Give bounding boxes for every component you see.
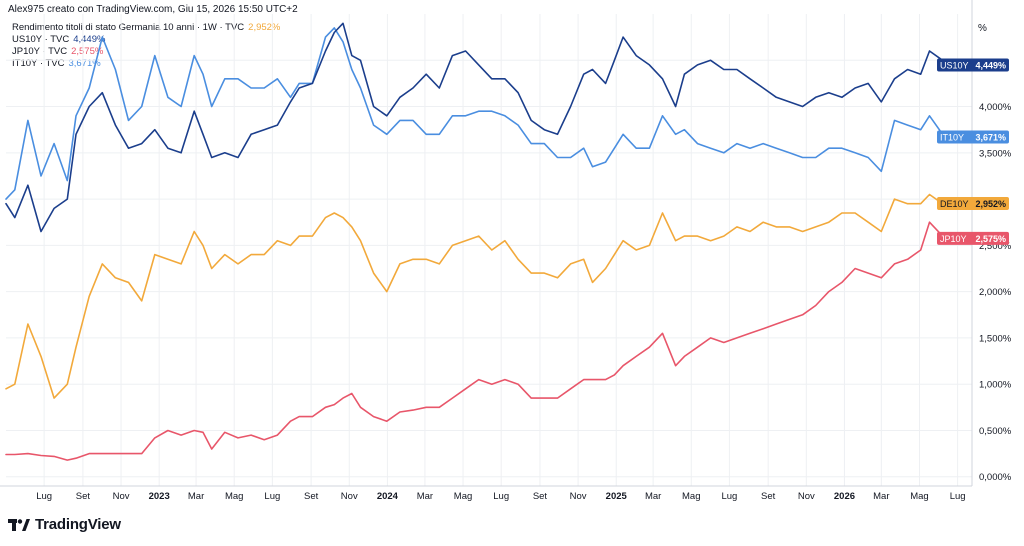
badge-it10y: IT10Y 3,671% <box>937 130 1009 144</box>
x-tick-label: 2024 <box>377 491 399 502</box>
badge-bg-jp10y <box>937 231 1009 245</box>
x-tick-label: Set <box>761 491 776 502</box>
x-tick-label: Nov <box>341 491 358 502</box>
x-tick-label: Mag <box>682 491 700 502</box>
x-tick-label: Lug <box>493 491 509 502</box>
legend-item-it10y[interactable]: IT10Y · TVC 3,671% <box>12 58 280 70</box>
y-tick-label: 0,000% <box>979 472 1012 483</box>
x-tick-label: Mar <box>645 491 661 502</box>
x-tick-label: Lug <box>721 491 737 502</box>
series-line-de10y[interactable] <box>5 193 948 399</box>
chart-credit: Alex975 creato con TradingView.com, Giu … <box>8 4 298 15</box>
badge-value-jp10y: 2,575% <box>975 234 1006 244</box>
x-tick-label: Set <box>76 491 91 502</box>
last-value-badges: US10Y 4,449% IT10Y 3,671% DE10Y 2,952% JP10Y 2,… <box>937 58 1009 245</box>
legend-value-it10y: 3,671% <box>68 58 101 69</box>
x-tick-label: 2023 <box>149 491 170 502</box>
legend: Rendimento titoli di stato Germania 10 a… <box>12 22 280 70</box>
badge-name-de10y: DE10Y <box>940 199 969 209</box>
legend-value-de10y: 2,952% <box>248 22 281 33</box>
grid <box>6 14 972 486</box>
x-tick-label: Lug <box>36 491 52 502</box>
y-tick-label: 1,500% <box>979 333 1012 344</box>
legend-label-it10y: IT10Y · TVC <box>12 58 65 69</box>
x-tick-label: Lug <box>950 491 966 502</box>
badge-bg-us10y <box>937 58 1009 72</box>
legend-label-de10y: Rendimento titoli di stato Germania 10 a… <box>12 22 245 33</box>
y-tick-label: 0,500% <box>979 426 1012 437</box>
y-tick-label: 2,000% <box>979 287 1012 298</box>
y-tick-label: 2,500% <box>979 241 1012 252</box>
badge-bg-it10y <box>937 130 1009 144</box>
series-line-us10y[interactable] <box>5 22 948 233</box>
series-lines <box>5 22 949 461</box>
x-tick-label: Mar <box>188 491 204 502</box>
badge-value-us10y: 4,449% <box>975 60 1006 70</box>
legend-label-jp10y: JP10Y · TVC <box>12 46 68 57</box>
x-tick-label: Mar <box>873 491 889 502</box>
x-tick-label: Nov <box>798 491 815 502</box>
tradingview-logo-icon <box>8 518 30 531</box>
legend-item-jp10y[interactable]: JP10Y · TVC 2,575% <box>12 46 280 58</box>
badge-bg-de10y <box>937 197 1009 211</box>
badge-name-it10y: IT10Y <box>940 132 964 142</box>
y-axis-unit: % <box>978 23 987 34</box>
badge-name-us10y: US10Y <box>940 60 969 70</box>
legend-value-us10y: 4,449% <box>73 34 106 45</box>
tradingview-brand: TradingView <box>8 516 121 533</box>
x-tick-label: Mag <box>910 491 928 502</box>
badge-value-de10y: 2,952% <box>975 199 1006 209</box>
x-tick-label: Set <box>533 491 548 502</box>
badge-jp10y: JP10Y 2,575% <box>937 231 1009 245</box>
x-tick-label: Nov <box>113 491 130 502</box>
x-tick-label: Mag <box>225 491 243 502</box>
badge-de10y: DE10Y 2,952% <box>937 197 1009 211</box>
badge-value-it10y: 3,671% <box>975 132 1006 142</box>
x-axis: Lug Set Nov 2023 Mar Mag Lug Set Nov 2024 Mar Mag Lu… <box>0 485 972 502</box>
badge-name-jp10y: JP10Y <box>940 234 967 244</box>
x-tick-label: Lug <box>264 491 280 502</box>
y-tick-label: 1,000% <box>979 380 1012 391</box>
x-tick-label: Mag <box>454 491 472 502</box>
legend-item-de10y[interactable]: Rendimento titoli di stato Germania 10 a… <box>12 22 280 34</box>
y-tick-label: 4,000% <box>979 102 1012 113</box>
legend-label-us10y: US10Y · TVC <box>12 34 70 45</box>
badge-us10y: US10Y 4,449% <box>937 58 1009 72</box>
legend-item-us10y[interactable]: US10Y · TVC 4,449% <box>12 34 280 46</box>
series-line-it10y[interactable] <box>5 27 948 200</box>
x-tick-label: 2026 <box>834 491 855 502</box>
legend-value-jp10y: 2,575% <box>71 46 104 57</box>
x-tick-label: 2025 <box>606 491 628 502</box>
brand-name: TradingView <box>35 516 121 533</box>
x-tick-label: Mar <box>417 491 433 502</box>
x-tick-label: Set <box>304 491 319 502</box>
y-tick-label: 3,500% <box>979 148 1012 159</box>
x-tick-label: Nov <box>570 491 587 502</box>
series-line-jp10y[interactable] <box>5 221 948 461</box>
